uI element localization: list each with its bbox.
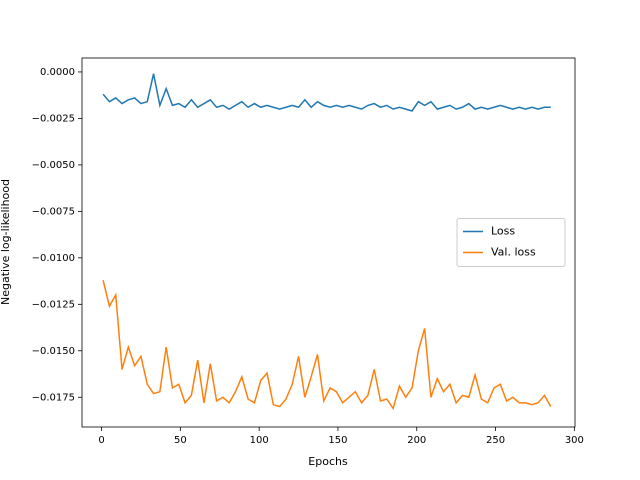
legend-label: Loss (491, 225, 515, 238)
x-tick-label: 100 (250, 435, 269, 446)
x-tick-label: 150 (328, 435, 347, 446)
y-tick-label: −0.0025 (32, 113, 75, 124)
x-axis-label: Epochs (308, 455, 348, 468)
legend-label: Val. loss (491, 246, 536, 259)
line-series (102, 279, 552, 411)
x-tick-label: 50 (174, 435, 187, 446)
x-tick-label: 300 (565, 435, 584, 446)
y-tick-label: −0.0125 (32, 299, 75, 310)
line-series (102, 73, 551, 112)
legend-box (456, 218, 566, 267)
x-tick-label: 0 (98, 435, 104, 446)
y-tick-label: −0.0050 (32, 160, 75, 171)
y-tick-label: −0.0100 (32, 253, 75, 264)
y-tick-label: −0.0175 (32, 392, 75, 403)
y-tick-label: −0.0150 (32, 346, 75, 357)
y-tick-label: −0.0075 (32, 206, 75, 217)
x-tick-label: 250 (486, 435, 505, 446)
y-axis-label: Negative log-likelihood (0, 179, 12, 305)
y-tick-label: 0.0000 (40, 67, 75, 78)
plot-frame (81, 57, 576, 428)
x-tick-label: 200 (407, 435, 426, 446)
